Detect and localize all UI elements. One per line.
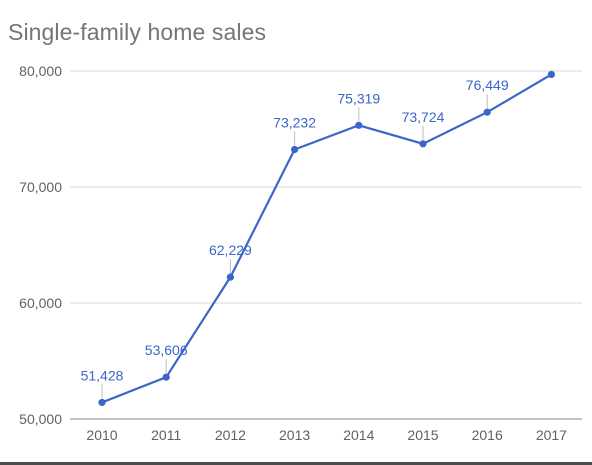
x-tick-label: 2015 bbox=[407, 427, 438, 443]
data-label: 53,606 bbox=[145, 342, 188, 358]
y-tick-label: 70,000 bbox=[19, 179, 62, 195]
data-label: 51,428 bbox=[81, 367, 124, 383]
data-point bbox=[483, 108, 491, 116]
data-point bbox=[419, 140, 427, 148]
series-line bbox=[100, 73, 553, 404]
data-point bbox=[226, 273, 234, 281]
series-line-group bbox=[98, 70, 556, 407]
y-tick-label: 60,000 bbox=[19, 295, 62, 311]
data-point bbox=[291, 145, 299, 154]
x-tick-label: 2013 bbox=[279, 427, 310, 443]
data-point bbox=[547, 70, 556, 79]
x-tick-label: 2017 bbox=[536, 427, 567, 443]
data-point bbox=[98, 398, 106, 407]
chart-title: Single-family home sales bbox=[8, 19, 267, 45]
data-point bbox=[355, 121, 363, 129]
y-tick-label: 80,000 bbox=[19, 63, 62, 79]
x-axis-tick-labels: 2010 2011 2012 2013 2014 2015 2016 2017 bbox=[86, 427, 567, 443]
data-label: 62,229 bbox=[209, 242, 252, 258]
data-label: 75,319 bbox=[337, 90, 380, 106]
y-tick-label: 50,000 bbox=[19, 411, 62, 427]
data-label: 73,232 bbox=[273, 115, 316, 131]
x-tick-label: 2011 bbox=[151, 427, 181, 443]
data-label: 73,724 bbox=[402, 109, 445, 125]
data-labels: 51,428 53,606 62,229 73,232 75,319 73,724 76,4… bbox=[81, 77, 509, 399]
x-tick-label: 2014 bbox=[343, 427, 374, 443]
x-tick-label: 2012 bbox=[215, 427, 246, 443]
x-tick-label: 2016 bbox=[472, 427, 503, 443]
gridlines bbox=[70, 70, 582, 420]
y-axis-tick-labels: 50,000 60,000 70,000 80,000 bbox=[19, 63, 62, 427]
data-point bbox=[162, 373, 170, 381]
x-tick-label: 2010 bbox=[86, 427, 117, 443]
bottom-border bbox=[0, 462, 592, 465]
data-label: 76,449 bbox=[466, 77, 509, 93]
